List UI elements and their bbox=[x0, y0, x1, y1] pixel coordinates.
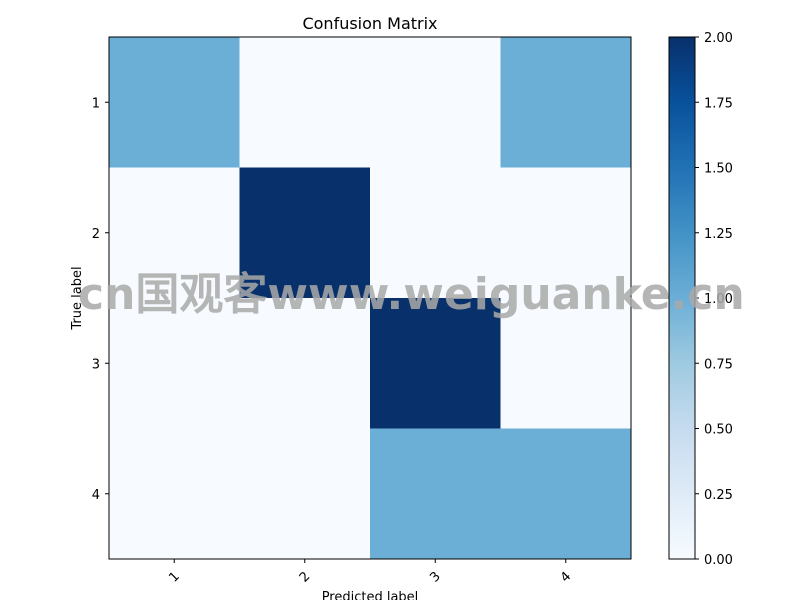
heatmap-cell-r2-c3 bbox=[370, 167, 501, 299]
x-tick-label: 2 bbox=[297, 569, 313, 585]
heatmap-cell-r1-c1 bbox=[109, 37, 240, 168]
y-tick-label: 3 bbox=[92, 357, 100, 372]
colorbar-tick-label: 1.75 bbox=[704, 96, 733, 111]
colorbar-tick-label: 0.75 bbox=[704, 357, 733, 372]
x-axis-label: Predicted label bbox=[322, 590, 419, 600]
heatmap-cell-r4-c2 bbox=[239, 428, 371, 560]
heatmap-cell-r3-c4 bbox=[500, 298, 632, 429]
colorbar-tick-label: 1.25 bbox=[704, 227, 733, 242]
heatmap-cell-r4-c3 bbox=[370, 428, 501, 560]
heatmap-cell-r3-c3 bbox=[370, 298, 501, 429]
plot-frame bbox=[108, 36, 632, 560]
colorbar-tick-labels: 0.00 0.25 0.50 0.75 1.00 1.25 1.50 1.75 2.00 bbox=[695, 31, 733, 568]
heatmap-cells bbox=[109, 37, 632, 560]
colorbar-tick-label: 1.50 bbox=[704, 162, 733, 177]
heatmap-cell-r1-c4 bbox=[500, 37, 632, 168]
heatmap-cell-r1-c2 bbox=[239, 37, 371, 168]
heatmap-cell-r2-c2 bbox=[239, 167, 371, 299]
heatmap-cell-r1-c3 bbox=[370, 37, 501, 168]
x-tick-label: 3 bbox=[427, 569, 443, 585]
heatmap-cell-r4-c1 bbox=[109, 428, 240, 560]
y-axis-label: True label bbox=[70, 266, 85, 330]
y-tick-label: 2 bbox=[92, 227, 100, 242]
x-tick-labels: 1 2 3 4 bbox=[166, 559, 574, 586]
x-tick-label: 1 bbox=[166, 569, 182, 585]
colorbar-tick-label: 0.50 bbox=[704, 423, 733, 438]
watermark-text: cn国观客www.weiguanke.cn bbox=[78, 269, 745, 320]
colorbar-tick-label: 2.00 bbox=[704, 31, 733, 46]
heatmap-cell-r2-c4 bbox=[500, 167, 632, 299]
colorbar-tick-label: 0.00 bbox=[704, 553, 733, 568]
y-tick-label: 4 bbox=[92, 488, 100, 503]
heatmap-cell-r3-c1 bbox=[109, 298, 240, 429]
chart-title: Confusion Matrix bbox=[302, 14, 437, 33]
heatmap-cell-r4-c4 bbox=[500, 428, 632, 560]
colorbar-tick-label: 1.00 bbox=[704, 292, 733, 307]
colorbar-tick-label: 0.25 bbox=[704, 488, 733, 503]
x-tick-label: 4 bbox=[558, 569, 574, 585]
heatmap-cell-r3-c2 bbox=[239, 298, 371, 429]
y-tick-labels: 1 2 3 4 bbox=[92, 96, 109, 503]
heatmap-cell-r2-c1 bbox=[109, 167, 240, 299]
y-tick-label: 1 bbox=[92, 96, 100, 111]
